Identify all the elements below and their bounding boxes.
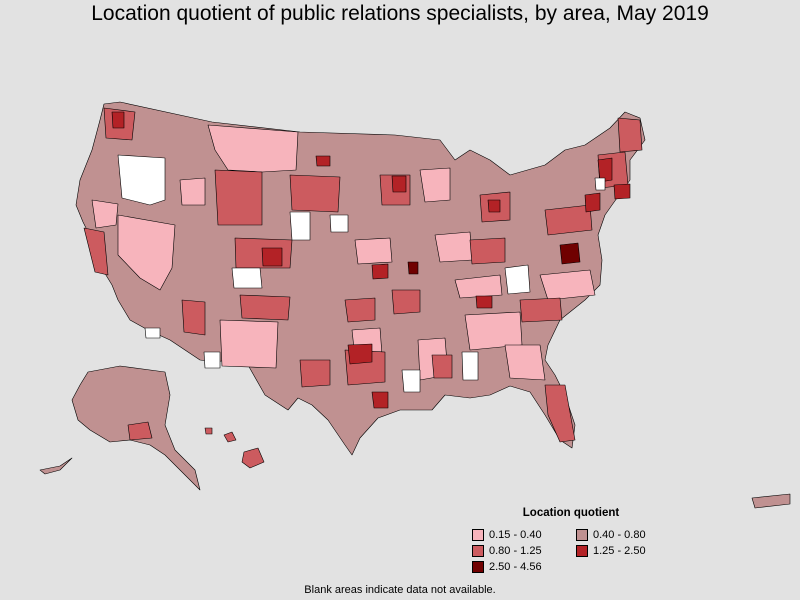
region-idaho-south[interactable]: [179, 177, 206, 206]
region-north-dakota[interactable]: [289, 174, 341, 213]
region-georgia[interactable]: [504, 344, 546, 381]
region-nm-north[interactable]: [239, 294, 291, 321]
legend-item: 1.25 - 2.50: [576, 544, 676, 558]
region-vermont[interactable]: [597, 157, 613, 183]
legend-swatch: [472, 529, 484, 541]
region-blank-oregon[interactable]: [117, 154, 166, 206]
region-alaska-islands[interactable]: [39, 457, 73, 475]
region-new-york[interactable]: [584, 192, 601, 213]
region-wyoming[interactable]: [214, 169, 263, 226]
legend-label: 2.50 - 4.56: [489, 561, 542, 573]
region-missouri-east[interactable]: [354, 237, 393, 265]
legend-label: 1.25 - 2.50: [593, 545, 646, 557]
region-madison[interactable]: [391, 175, 407, 193]
legend-label: 0.15 - 0.40: [489, 529, 542, 541]
region-north-dakota-city[interactable]: [315, 155, 331, 167]
region-boston[interactable]: [613, 183, 631, 200]
region-nashville[interactable]: [475, 295, 493, 309]
region-blank-nebraska[interactable]: [289, 211, 311, 241]
legend-label: 0.40 - 0.80: [593, 529, 646, 541]
region-denver[interactable]: [261, 247, 283, 267]
legend-swatch: [472, 561, 484, 573]
region-texas-2[interactable]: [299, 359, 331, 388]
region-lansing[interactable]: [487, 199, 501, 213]
region-nc-va[interactable]: [539, 269, 596, 301]
region-new-mexico[interactable]: [219, 319, 279, 369]
region-hawaii-big-island[interactable]: [241, 447, 265, 469]
region-blank-arizona-west[interactable]: [144, 327, 161, 339]
legend-item: 0.80 - 1.25: [472, 544, 576, 558]
region-blank-west-virginia[interactable]: [504, 264, 531, 295]
region-blank-iowa[interactable]: [329, 214, 349, 233]
region-hawaii-oahu[interactable]: [204, 427, 213, 435]
region-florida[interactable]: [544, 384, 576, 443]
region-puerto-rico[interactable]: [751, 493, 791, 509]
legend-item: 0.40 - 0.80: [576, 528, 676, 542]
map-title: Location quotient of public relations sp…: [91, 2, 709, 25]
legend-grid: 0.15 - 0.40 0.40 - 0.80 0.80 - 1.25 1.25…: [472, 528, 672, 574]
region-arizona[interactable]: [181, 299, 206, 336]
region-oregon-west[interactable]: [91, 199, 119, 229]
region-blank-new-mexico-south[interactable]: [203, 351, 221, 369]
region-maine[interactable]: [617, 117, 643, 153]
region-arkansas[interactable]: [391, 289, 421, 315]
footnote: Blank areas indicate data not available.: [304, 584, 496, 596]
legend-swatch: [576, 529, 588, 541]
region-alaska-anchorage[interactable]: [127, 421, 153, 441]
region-mississippi[interactable]: [431, 354, 453, 379]
region-kansas-city[interactable]: [371, 263, 389, 280]
region-wisconsin[interactable]: [419, 167, 451, 203]
region-indiana[interactable]: [469, 237, 506, 265]
region-blank-louisiana[interactable]: [401, 369, 421, 393]
region-pennsylvania[interactable]: [544, 204, 593, 236]
region-carolinas[interactable]: [519, 297, 563, 323]
region-dallas[interactable]: [347, 343, 373, 365]
region-oklahoma[interactable]: [344, 297, 376, 323]
region-blank-ohio[interactable]: [594, 177, 606, 191]
region-jefferson-city[interactable]: [407, 261, 419, 275]
region-seattle[interactable]: [111, 111, 125, 129]
region-california[interactable]: [83, 227, 109, 276]
region-blank-alabama[interactable]: [461, 351, 479, 381]
legend-item: 0.15 - 0.40: [472, 528, 576, 542]
region-hawaii-maui[interactable]: [223, 431, 237, 443]
legend-label: 0.80 - 1.25: [489, 545, 542, 557]
region-houston[interactable]: [371, 391, 389, 409]
legend-swatch: [472, 545, 484, 557]
legend-item: 2.50 - 4.56: [472, 560, 576, 574]
region-nevada[interactable]: [117, 214, 176, 291]
region-midsouth-2[interactable]: [464, 311, 523, 351]
region-ohio-valley[interactable]: [434, 231, 473, 263]
region-kentucky[interactable]: [454, 274, 503, 299]
region-blank-colorado-west[interactable]: [231, 267, 263, 289]
legend: Location quotient 0.15 - 0.40 0.40 - 0.8…: [472, 507, 672, 574]
legend-title: Location quotient: [522, 507, 620, 519]
region-washington-dc[interactable]: [559, 242, 581, 265]
legend-swatch: [576, 545, 588, 557]
